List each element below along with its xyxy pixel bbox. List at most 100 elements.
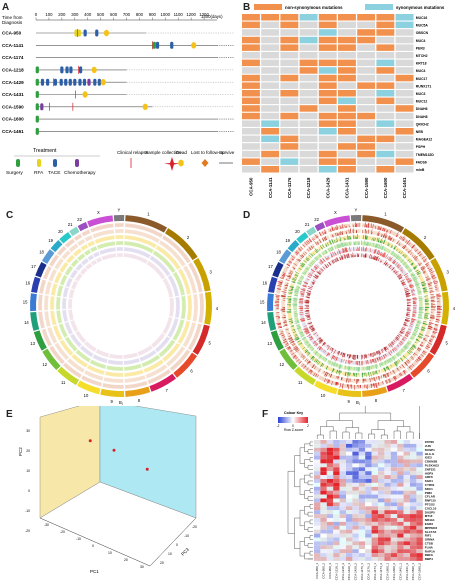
expression-cell bbox=[378, 494, 385, 499]
circos-track bbox=[152, 250, 176, 274]
circos-signal bbox=[414, 268, 416, 270]
circos-signal bbox=[403, 345, 408, 349]
circos-signal bbox=[299, 318, 305, 320]
circos-signal bbox=[363, 240, 365, 246]
circos-track bbox=[361, 222, 401, 239]
circos-signal bbox=[328, 353, 330, 356]
circos-signal bbox=[303, 284, 307, 287]
circos-signal bbox=[302, 327, 308, 330]
circos-signal bbox=[383, 262, 385, 265]
chromosome-band bbox=[31, 276, 41, 293]
circos-signal bbox=[329, 347, 332, 351]
circos-signal bbox=[373, 371, 375, 375]
circos-signal bbox=[396, 360, 399, 363]
circos-signal bbox=[315, 249, 318, 253]
circos-signal bbox=[416, 348, 421, 352]
circos-signal bbox=[399, 365, 402, 369]
expression-cell bbox=[314, 502, 321, 507]
expression-cell bbox=[365, 510, 372, 515]
mutation-cell bbox=[376, 158, 395, 165]
circos-signal bbox=[413, 352, 416, 355]
expression-cell bbox=[352, 440, 359, 444]
pca-z-tick: 10 bbox=[168, 552, 172, 556]
mutation-cell bbox=[242, 29, 260, 36]
expression-cell bbox=[384, 467, 391, 472]
circos-signal bbox=[319, 362, 323, 368]
mutation-cell bbox=[318, 44, 337, 51]
circos-signal bbox=[425, 264, 429, 267]
expression-cell bbox=[371, 440, 378, 444]
expression-cell bbox=[384, 514, 391, 518]
expression-cell bbox=[346, 440, 353, 444]
circos-signal bbox=[335, 258, 338, 262]
expression-cell bbox=[416, 510, 423, 515]
expression-cell bbox=[314, 479, 321, 483]
circos-signal bbox=[370, 223, 372, 229]
mutation-cell bbox=[242, 150, 260, 158]
circos-signal bbox=[331, 238, 334, 244]
circos-signal bbox=[304, 272, 307, 274]
circos-signal bbox=[310, 369, 312, 373]
circos-signal bbox=[388, 264, 392, 269]
circos-signal bbox=[334, 228, 336, 231]
circos-signal bbox=[390, 364, 392, 367]
mutation-cell bbox=[299, 67, 318, 74]
circos-signal bbox=[331, 368, 334, 374]
circos-signal bbox=[405, 266, 408, 268]
expression-cell bbox=[378, 553, 385, 557]
expression-cell bbox=[320, 521, 327, 526]
circos-signal bbox=[414, 341, 417, 344]
circos-signal bbox=[337, 233, 339, 236]
expression-cell bbox=[352, 529, 359, 534]
expression-cell bbox=[320, 482, 327, 487]
mutation-cell bbox=[242, 128, 260, 135]
circos-signal bbox=[290, 338, 294, 341]
circos-signal bbox=[305, 282, 308, 285]
circos-track bbox=[106, 365, 124, 372]
circos-signal bbox=[341, 377, 343, 381]
circos-signal bbox=[339, 225, 341, 229]
circos-signal bbox=[329, 373, 332, 378]
expression-gene-label: PIM3 bbox=[425, 491, 432, 495]
expression-cell bbox=[365, 463, 372, 468]
chromosome-label: 13 bbox=[30, 341, 35, 346]
circos-signal bbox=[414, 328, 417, 330]
expression-cell bbox=[397, 521, 404, 526]
circos-signal bbox=[389, 343, 393, 347]
mutation-cell bbox=[395, 21, 414, 29]
circos-signal bbox=[312, 348, 315, 351]
circos-signal bbox=[374, 237, 376, 242]
expression-cell bbox=[403, 498, 410, 503]
circos-signal bbox=[346, 242, 348, 246]
circos-signal bbox=[401, 282, 405, 285]
circos-signal bbox=[420, 281, 425, 284]
circos-signal bbox=[298, 361, 302, 365]
circos-signal bbox=[343, 353, 345, 358]
circos-signal bbox=[285, 328, 289, 331]
circos-signal bbox=[318, 248, 321, 251]
circos-signal bbox=[418, 262, 423, 266]
tace-marker bbox=[40, 78, 45, 86]
expression-cell bbox=[410, 553, 417, 557]
circos-signal bbox=[318, 338, 322, 342]
expression-cell bbox=[397, 459, 404, 464]
mutation-cell bbox=[318, 74, 337, 82]
circos-track bbox=[419, 265, 435, 294]
pca-z-tick: 0 bbox=[176, 543, 178, 547]
circos-signal bbox=[302, 285, 307, 288]
circos-signal bbox=[404, 319, 409, 321]
circos-signal bbox=[423, 350, 427, 354]
circos-signal bbox=[313, 275, 318, 280]
expression-column-label: CCA-950_3 bbox=[328, 563, 332, 579]
expression-cell bbox=[320, 506, 327, 511]
circos-signal bbox=[345, 247, 347, 253]
circos-signal bbox=[299, 254, 304, 259]
circos-signal bbox=[295, 348, 299, 352]
mutation-cell bbox=[338, 44, 356, 51]
circos-signal bbox=[409, 284, 412, 287]
chromosome-label: 4 bbox=[453, 306, 456, 311]
chromosome-label: 16 bbox=[25, 281, 30, 286]
expression-heatmap-panel: Colour Key -2 0 2 Row Z-score ZFP36JUNDUSP… bbox=[277, 406, 439, 580]
chromosome-label: 22 bbox=[77, 217, 82, 222]
circos-signal bbox=[331, 260, 335, 264]
